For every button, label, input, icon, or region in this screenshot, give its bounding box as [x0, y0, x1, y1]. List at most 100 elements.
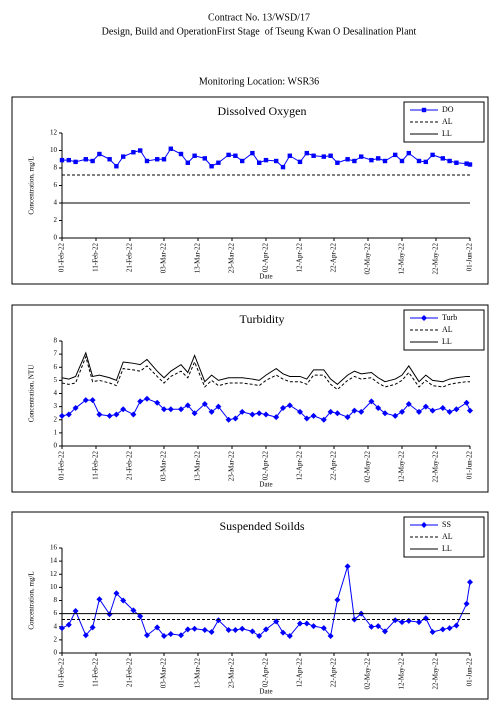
data-point [225, 627, 232, 634]
y-tick-label: 2 [54, 216, 58, 224]
data-point [375, 404, 382, 411]
y-tick-label: 10 [50, 583, 58, 591]
legend-marker [421, 522, 427, 528]
data-point [144, 395, 150, 402]
data-point [280, 404, 286, 411]
data-point [106, 412, 113, 419]
data-point [59, 157, 65, 163]
data-point [303, 620, 310, 627]
y-tick-label: 0 [54, 234, 58, 242]
x-tick-label: 01-Jun-22 [466, 243, 474, 272]
data-point [215, 403, 222, 410]
data-point [120, 406, 127, 413]
data-point [138, 148, 143, 153]
data-point [97, 151, 102, 157]
data-point [463, 399, 470, 406]
data-point [286, 632, 293, 639]
data-point [399, 158, 405, 164]
data-point [274, 158, 279, 164]
data-point [453, 406, 460, 413]
x-tick-label: 03-Mar-22 [160, 243, 168, 274]
x-tick-label: 12-May-22 [398, 451, 406, 483]
data-point [90, 158, 95, 164]
data-point [161, 406, 167, 413]
data-point [201, 627, 208, 634]
data-point [375, 623, 382, 630]
data-point [256, 632, 263, 639]
data-point [467, 162, 473, 167]
data-point [82, 397, 89, 404]
x-tick-label: 22-Apr-22 [330, 243, 338, 273]
x-tick-label: 02-Apr-22 [262, 243, 270, 273]
data-point [65, 621, 72, 628]
data-point [155, 157, 160, 162]
series-line [61, 355, 470, 391]
data-point [328, 153, 333, 158]
data-point [352, 158, 357, 164]
data-point [399, 408, 405, 415]
legend-label: DO [442, 105, 454, 114]
data-point [263, 157, 269, 163]
data-point [286, 402, 293, 409]
x-tick-label: 12-Apr-22 [296, 451, 304, 481]
data-point [453, 622, 460, 629]
data-point [439, 404, 446, 411]
data-point [96, 411, 103, 418]
y-tick-label: 6 [54, 609, 58, 617]
data-point [344, 563, 351, 570]
legend-label: Turb [442, 313, 457, 322]
data-point [297, 408, 303, 415]
legend-label: LL [442, 337, 452, 346]
legend-label: LL [442, 129, 452, 138]
x-tick-label: 23-Mar-22 [228, 243, 236, 274]
data-point [121, 154, 126, 159]
data-point [83, 157, 88, 162]
data-point [225, 416, 232, 423]
y-tick-label: 8 [54, 337, 58, 345]
x-tick-label: 22-May-22 [432, 451, 440, 483]
data-point [376, 156, 381, 161]
x-tick-label: 03-Mar-22 [160, 658, 168, 689]
x-tick-label: 02-May-22 [364, 451, 372, 483]
data-point [130, 411, 137, 418]
data-point [439, 626, 446, 633]
data-point [240, 158, 245, 164]
data-point [130, 607, 137, 614]
data-point [192, 153, 197, 158]
data-point [351, 407, 358, 414]
data-point [327, 632, 334, 639]
data-point [239, 408, 246, 415]
x-tick-label: 22-Apr-22 [330, 658, 338, 688]
data-point [178, 632, 184, 639]
data-point [416, 158, 422, 164]
data-point [107, 157, 112, 162]
data-point [257, 160, 262, 165]
data-point [106, 611, 113, 618]
y-tick-label: 8 [54, 596, 58, 604]
data-point [392, 617, 399, 624]
data-point [144, 158, 150, 164]
x-tick-label: 12-May-22 [398, 658, 406, 690]
data-point [249, 628, 256, 635]
x-tick-label: 11-Feb-22 [92, 451, 100, 480]
data-point [202, 156, 207, 161]
data-point [263, 411, 269, 418]
x-tick-label: 11-Feb-22 [92, 658, 100, 687]
data-point [66, 157, 71, 163]
data-point [120, 597, 127, 604]
y-tick-label: 16 [50, 544, 58, 552]
data-point [297, 159, 303, 165]
data-point [249, 411, 256, 418]
y-tick-label: 0 [54, 649, 58, 657]
data-point [303, 415, 310, 422]
x-tick-label: 21-Feb-22 [126, 658, 134, 688]
data-point [59, 412, 65, 419]
data-point [154, 399, 161, 406]
data-point [327, 408, 334, 415]
data-point [345, 157, 350, 162]
data-point [113, 411, 120, 418]
data-point [208, 629, 215, 635]
x-tick-label: 22-May-22 [432, 243, 440, 275]
x-tick-label: 03-Mar-22 [160, 451, 168, 482]
